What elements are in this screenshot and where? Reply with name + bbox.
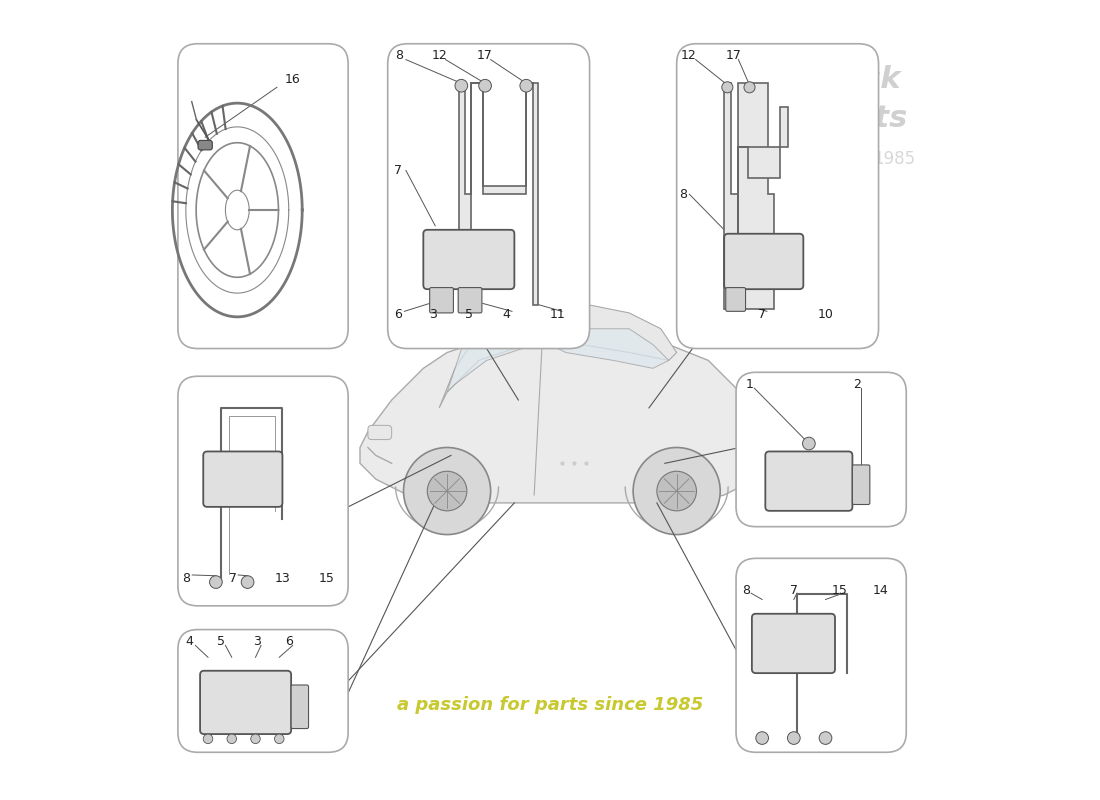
Text: click: click: [824, 65, 902, 94]
Text: 8: 8: [679, 188, 688, 201]
Text: 3: 3: [429, 308, 437, 321]
FancyBboxPatch shape: [178, 376, 348, 606]
Circle shape: [210, 576, 222, 589]
Polygon shape: [439, 305, 676, 408]
Circle shape: [634, 447, 720, 534]
FancyBboxPatch shape: [459, 287, 482, 313]
Circle shape: [722, 82, 733, 93]
Text: 4: 4: [186, 635, 194, 648]
Text: 4: 4: [503, 308, 510, 321]
Text: 13: 13: [275, 572, 290, 585]
Text: 14: 14: [873, 583, 889, 597]
Text: 6: 6: [394, 308, 402, 321]
Text: 15: 15: [832, 583, 848, 597]
Text: 3: 3: [253, 635, 261, 648]
Text: 17: 17: [726, 49, 741, 62]
FancyBboxPatch shape: [736, 372, 906, 526]
FancyBboxPatch shape: [198, 141, 212, 150]
Text: 5: 5: [465, 308, 473, 321]
Text: 1: 1: [746, 378, 754, 390]
Text: 12: 12: [681, 49, 696, 62]
Text: a passion for parts since 1985: a passion for parts since 1985: [397, 696, 703, 714]
Circle shape: [788, 732, 800, 744]
Circle shape: [478, 79, 492, 92]
Circle shape: [455, 79, 468, 92]
Polygon shape: [447, 321, 535, 392]
FancyBboxPatch shape: [852, 465, 870, 505]
Circle shape: [820, 732, 832, 744]
FancyBboxPatch shape: [200, 670, 292, 734]
Text: 5: 5: [218, 635, 226, 648]
Circle shape: [803, 438, 815, 450]
Circle shape: [520, 79, 532, 92]
Circle shape: [227, 734, 236, 743]
Circle shape: [241, 576, 254, 589]
Text: 7: 7: [758, 308, 767, 321]
Circle shape: [744, 82, 755, 93]
Circle shape: [251, 734, 261, 743]
FancyBboxPatch shape: [430, 287, 453, 313]
Text: 8: 8: [742, 583, 750, 597]
Text: 15: 15: [319, 572, 334, 585]
Circle shape: [756, 732, 769, 744]
FancyBboxPatch shape: [676, 44, 879, 349]
Polygon shape: [724, 83, 774, 309]
Text: 17: 17: [477, 49, 493, 62]
Text: 12: 12: [431, 49, 447, 62]
Text: 6: 6: [285, 635, 293, 648]
Circle shape: [657, 471, 696, 511]
Text: 8: 8: [396, 49, 404, 62]
FancyBboxPatch shape: [736, 558, 906, 752]
FancyBboxPatch shape: [367, 426, 392, 439]
FancyBboxPatch shape: [178, 44, 348, 349]
Polygon shape: [459, 83, 538, 309]
FancyBboxPatch shape: [424, 230, 515, 289]
FancyBboxPatch shape: [766, 451, 852, 511]
Text: 10: 10: [817, 308, 834, 321]
Circle shape: [404, 447, 491, 534]
FancyBboxPatch shape: [292, 685, 308, 729]
Text: 8: 8: [182, 572, 190, 585]
Polygon shape: [360, 329, 772, 503]
FancyBboxPatch shape: [178, 630, 348, 752]
Text: 2: 2: [854, 378, 861, 390]
FancyBboxPatch shape: [204, 451, 283, 507]
Polygon shape: [738, 107, 788, 305]
Circle shape: [427, 471, 466, 511]
Text: 1985: 1985: [873, 150, 915, 167]
FancyBboxPatch shape: [724, 234, 803, 289]
Text: 7: 7: [229, 572, 238, 585]
Text: 11: 11: [550, 308, 565, 321]
Text: 7: 7: [394, 164, 402, 177]
Circle shape: [204, 734, 212, 743]
FancyBboxPatch shape: [726, 287, 746, 311]
Circle shape: [275, 734, 284, 743]
Polygon shape: [550, 329, 669, 368]
Text: 16: 16: [285, 73, 300, 86]
FancyBboxPatch shape: [387, 44, 590, 349]
Text: parts: parts: [817, 105, 907, 134]
Text: 7: 7: [790, 583, 798, 597]
FancyBboxPatch shape: [752, 614, 835, 673]
